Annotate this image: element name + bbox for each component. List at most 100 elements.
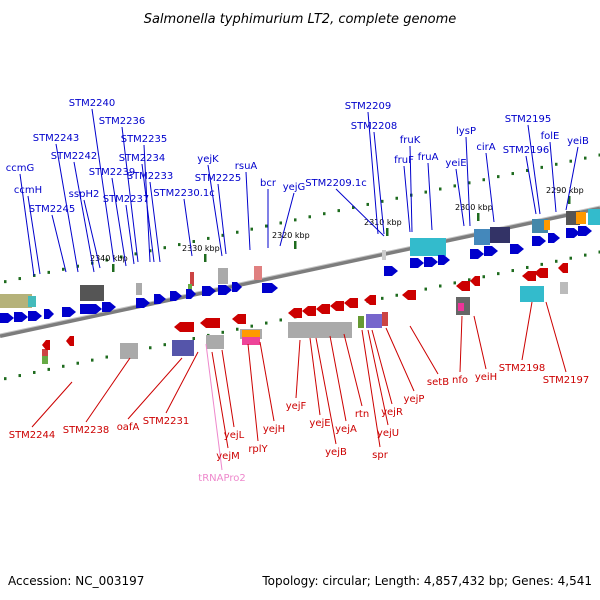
reverse-gene-label: setB bbox=[427, 377, 449, 388]
forward-gene-label: STM2239 bbox=[89, 167, 136, 178]
reverse-leader-line bbox=[31, 381, 73, 428]
forward-leader-line bbox=[19, 173, 35, 277]
forward-gene-arrow bbox=[14, 312, 28, 322]
track-dot bbox=[279, 221, 282, 225]
reverse-leader-line bbox=[247, 343, 259, 442]
forward-leader-line bbox=[279, 192, 295, 247]
forward-gene-label: lysP bbox=[456, 126, 476, 137]
forward-gene-label: STM2237 bbox=[103, 194, 150, 205]
forward-leader-line bbox=[455, 168, 465, 227]
reverse-gene-arrow bbox=[302, 306, 316, 316]
track-dot bbox=[381, 199, 384, 203]
forward-gene-label: STM2196 bbox=[503, 145, 550, 156]
forward-leader-line bbox=[55, 143, 79, 273]
track-dot bbox=[439, 284, 442, 288]
track-dot bbox=[540, 262, 543, 266]
track-dot bbox=[526, 265, 529, 269]
reverse-leader-line bbox=[259, 341, 275, 422]
track-dot bbox=[76, 264, 79, 268]
forward-gene-arrow bbox=[410, 258, 424, 268]
forward-leader-line bbox=[73, 161, 95, 273]
forward-gene-label: yejK bbox=[197, 154, 219, 165]
feature-block bbox=[366, 314, 382, 328]
forward-gene-label: STM2245 bbox=[29, 204, 76, 215]
track-dot bbox=[497, 175, 500, 179]
feature-blocks bbox=[0, 209, 600, 364]
forward-leader-line bbox=[51, 214, 67, 273]
forward-gene-label: yejG bbox=[283, 182, 306, 193]
forward-gene-arrow bbox=[170, 291, 182, 301]
reverse-gene-label: oafA bbox=[117, 422, 140, 433]
reverse-leader-line bbox=[385, 327, 415, 392]
reverse-gene-arrow bbox=[364, 295, 376, 305]
reverse-gene-label: yejL bbox=[224, 430, 245, 441]
feature-block bbox=[576, 212, 586, 224]
forward-gene-arrow bbox=[262, 283, 278, 293]
reverse-leader-line bbox=[371, 329, 393, 405]
kbp-label: 2340 kbp bbox=[90, 254, 128, 263]
reverse-gene-arrow bbox=[522, 271, 536, 281]
reverse-leader-line bbox=[127, 357, 183, 420]
feature-block bbox=[560, 282, 568, 294]
track-dot bbox=[569, 159, 572, 163]
kbp-label: 2320 kbp bbox=[272, 231, 310, 240]
reverse-gene-arrow bbox=[470, 276, 480, 286]
track-dot bbox=[62, 364, 65, 368]
track-dot bbox=[323, 212, 326, 216]
feature-block bbox=[120, 343, 138, 359]
gene-labels: STM2240 STM2236 STM2243 STM2235 STM2242 STM22… bbox=[6, 98, 590, 484]
reverse-gene-label: rplY bbox=[248, 444, 268, 455]
reverse-gene-arrow bbox=[330, 301, 344, 311]
feature-block bbox=[136, 283, 142, 295]
track-dot bbox=[236, 327, 239, 331]
track-dot bbox=[91, 358, 94, 362]
reverse-leader-line bbox=[329, 335, 347, 422]
reverse-leader-line bbox=[459, 315, 463, 373]
track-dot bbox=[584, 156, 587, 160]
reverse-leader-line bbox=[211, 351, 229, 449]
forward-gene-label: STM2209.1c bbox=[305, 178, 367, 189]
track-dot bbox=[207, 236, 210, 240]
forward-gene-label: STM2233 bbox=[127, 171, 174, 182]
forward-gene-label: bcr bbox=[260, 178, 277, 189]
forward-gene-label: STM2230.1c bbox=[153, 188, 215, 199]
track-dot bbox=[598, 153, 600, 157]
feature-block bbox=[188, 284, 192, 290]
kbp-tick-mark bbox=[477, 213, 480, 221]
feature-block bbox=[242, 337, 260, 345]
reverse-leader-line bbox=[473, 315, 487, 370]
reverse-gene-arrow bbox=[200, 318, 220, 328]
forward-gene-label: STM2208 bbox=[351, 121, 398, 132]
feature-block bbox=[382, 312, 388, 326]
track-dot bbox=[279, 318, 282, 322]
track-dot bbox=[584, 253, 587, 257]
reverse-leader-line bbox=[315, 337, 337, 445]
track-dot bbox=[47, 270, 50, 274]
feature-block bbox=[218, 268, 228, 284]
forward-gene-arrow bbox=[232, 282, 242, 292]
reverse-leader-line bbox=[361, 329, 381, 448]
track-dot bbox=[265, 224, 268, 228]
forward-leader-line bbox=[125, 204, 135, 265]
forward-gene-label: STM2240 bbox=[69, 98, 116, 109]
reverse-gene-label: STM2238 bbox=[63, 425, 110, 436]
forward-leader-line bbox=[525, 155, 537, 215]
feature-block bbox=[28, 296, 36, 307]
track-dot bbox=[4, 280, 7, 284]
forward-gene-label: sspH2 bbox=[69, 189, 100, 200]
forward-gene-arrow bbox=[80, 304, 102, 314]
reverse-gene-arrow bbox=[288, 308, 302, 318]
kbp-tick-mark bbox=[112, 264, 115, 272]
forward-gene-label: folE bbox=[541, 131, 560, 142]
forward-gene-label: STM2242 bbox=[51, 151, 98, 162]
forward-leader-line bbox=[91, 108, 115, 263]
forward-gene-label: STM2234 bbox=[119, 153, 166, 164]
forward-gene-label: ccmG bbox=[6, 163, 35, 174]
accession-text: Accession: NC_003197 bbox=[8, 574, 145, 588]
reverse-gene-arrow bbox=[232, 314, 246, 324]
track-dot bbox=[424, 287, 427, 291]
track-dot bbox=[511, 172, 514, 176]
trna-gene-label: tRNAPro2 bbox=[198, 473, 245, 484]
track-dot bbox=[526, 168, 529, 172]
